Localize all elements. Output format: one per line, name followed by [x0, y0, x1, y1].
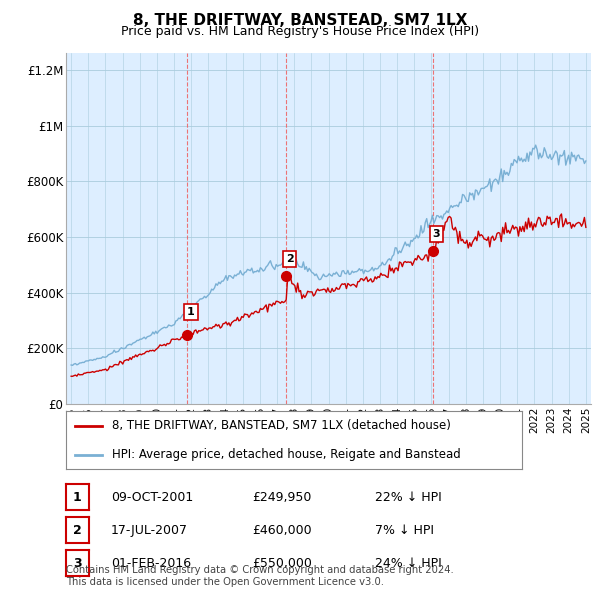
Text: 8, THE DRIFTWAY, BANSTEAD, SM7 1LX (detached house): 8, THE DRIFTWAY, BANSTEAD, SM7 1LX (deta… [112, 419, 451, 432]
Text: Price paid vs. HM Land Registry's House Price Index (HPI): Price paid vs. HM Land Registry's House … [121, 25, 479, 38]
Text: 17-JUL-2007: 17-JUL-2007 [111, 523, 188, 536]
Text: 22% ↓ HPI: 22% ↓ HPI [375, 490, 442, 503]
Text: £550,000: £550,000 [252, 556, 312, 569]
Text: 7% ↓ HPI: 7% ↓ HPI [375, 523, 434, 536]
Text: 3: 3 [433, 229, 440, 239]
Text: 01-FEB-2016: 01-FEB-2016 [111, 556, 191, 569]
Text: 8, THE DRIFTWAY, BANSTEAD, SM7 1LX: 8, THE DRIFTWAY, BANSTEAD, SM7 1LX [133, 13, 467, 28]
Text: 3: 3 [73, 556, 82, 569]
Text: Contains HM Land Registry data © Crown copyright and database right 2024.
This d: Contains HM Land Registry data © Crown c… [66, 565, 454, 587]
Text: £249,950: £249,950 [252, 490, 311, 503]
Text: 2: 2 [286, 254, 293, 264]
Text: £460,000: £460,000 [252, 523, 311, 536]
Text: HPI: Average price, detached house, Reigate and Banstead: HPI: Average price, detached house, Reig… [112, 448, 460, 461]
Text: 09-OCT-2001: 09-OCT-2001 [111, 490, 193, 503]
Text: 1: 1 [73, 490, 82, 503]
Text: 24% ↓ HPI: 24% ↓ HPI [375, 556, 442, 569]
Text: 1: 1 [187, 307, 195, 317]
Text: 2: 2 [73, 523, 82, 536]
